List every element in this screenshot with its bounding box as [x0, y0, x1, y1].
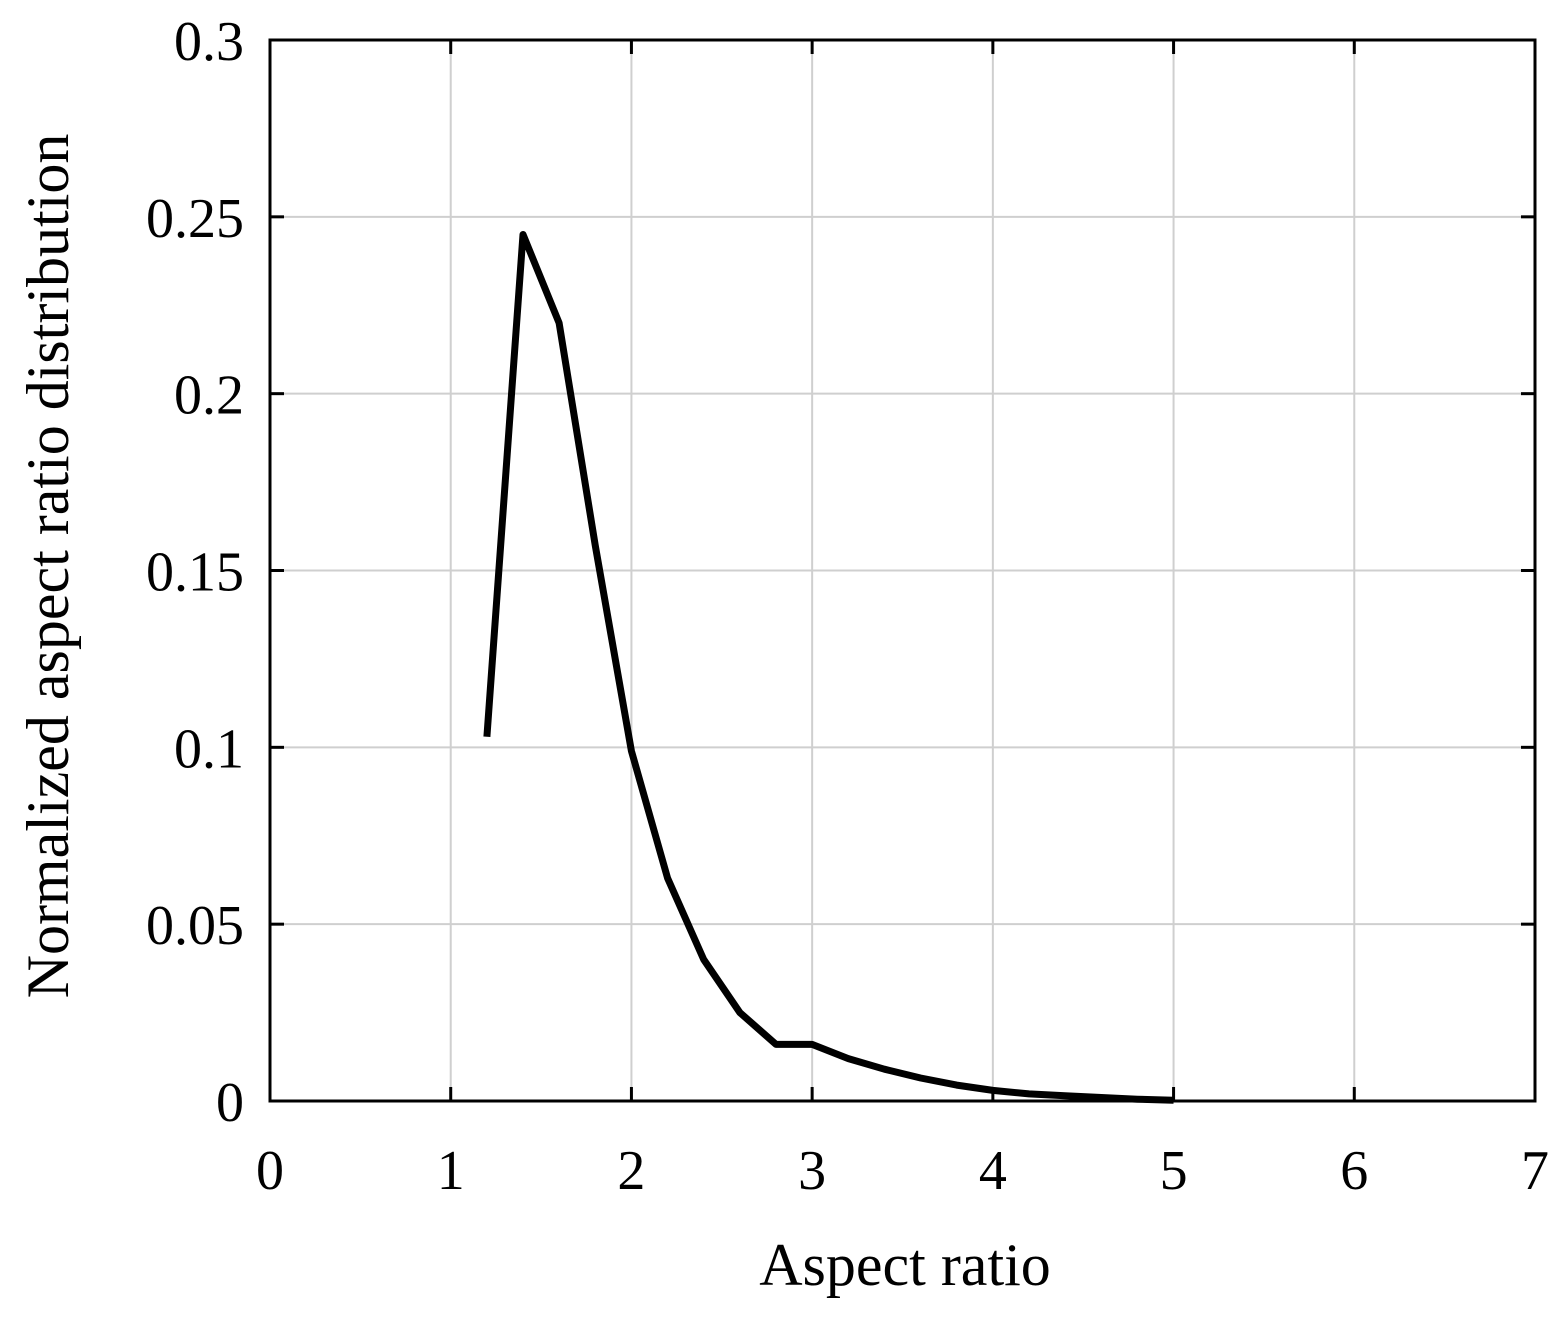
y-tick-label: 0.25: [146, 188, 244, 250]
series-line-0: [483, 231, 1174, 1104]
y-tick-label: 0: [216, 1072, 244, 1134]
x-axis-label: Aspect ratio: [759, 1232, 1051, 1298]
plot-frame: [268, 38, 1537, 1103]
y-tick-labels: 0 0.05 0.1 0.15 0.2 0.25 0.3: [146, 11, 244, 1134]
x-tick-label: 5: [1160, 1140, 1188, 1202]
y-tick-label: 0.05: [146, 895, 244, 957]
series-layer: [483, 231, 1174, 1104]
x-tick-label: 0: [256, 1140, 284, 1202]
x-tick-label: 1: [437, 1140, 465, 1202]
x-tick-label: 7: [1521, 1140, 1549, 1202]
x-tick-label: 2: [617, 1140, 645, 1202]
y-tick-label: 0.15: [146, 542, 244, 604]
y-tick-label: 0.2: [174, 365, 244, 427]
y-tick-label: 0.3: [174, 11, 244, 73]
gridlines: [270, 40, 1535, 1101]
x-tick-labels: 0 1 2 3 4 5 6 7: [256, 1140, 1549, 1202]
x-tick-label: 3: [798, 1140, 826, 1202]
y-axis-label: Normalized aspect ratio distribution: [15, 134, 81, 999]
x-tick-label: 4: [979, 1140, 1007, 1202]
x-tick-label: 6: [1340, 1140, 1368, 1202]
y-tick-label: 0.1: [174, 718, 244, 780]
